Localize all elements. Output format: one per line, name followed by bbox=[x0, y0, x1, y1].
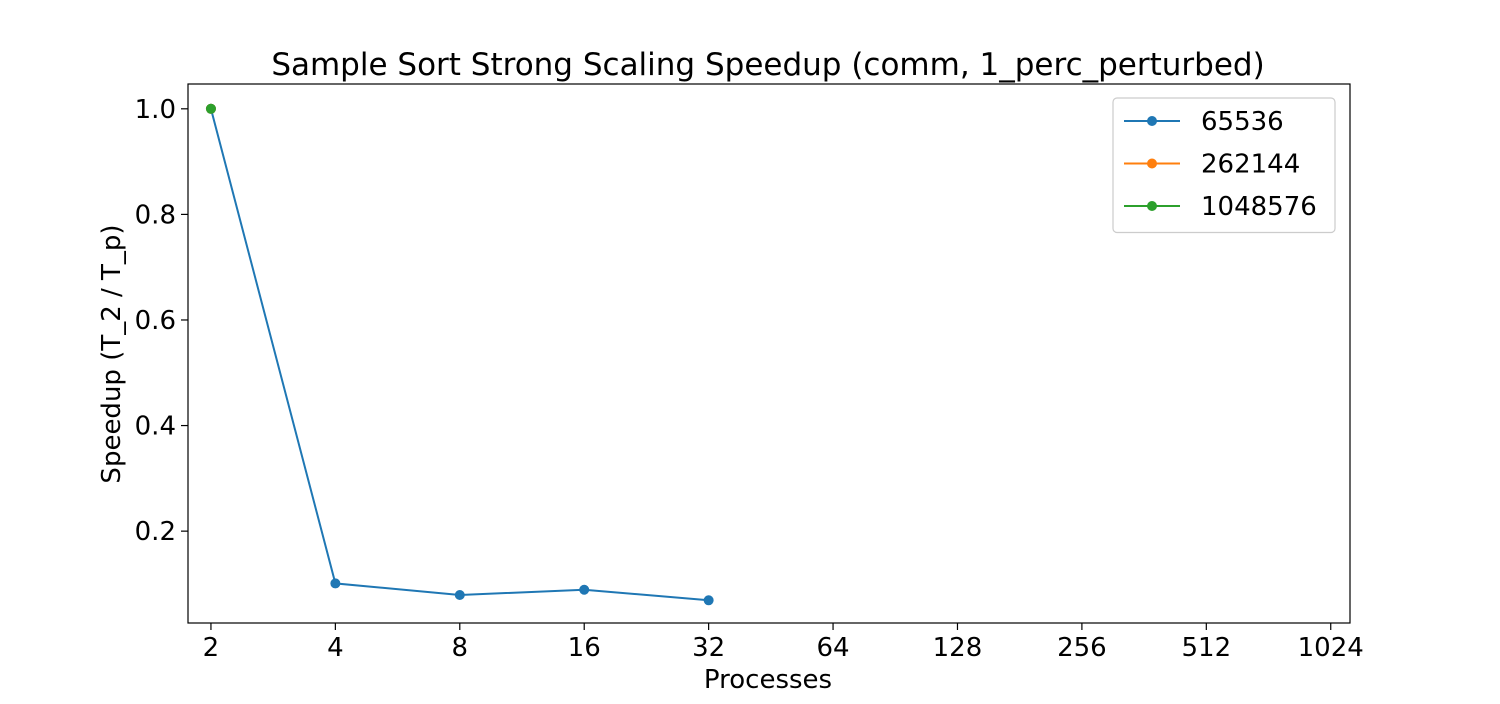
x-tick-label: 16 bbox=[568, 633, 601, 663]
legend-marker bbox=[1147, 116, 1157, 126]
y-axis-label: Speedup (T_2 / T_p) bbox=[97, 224, 127, 483]
legend-box bbox=[1112, 97, 1336, 234]
x-axis-label: Processes bbox=[704, 665, 832, 695]
data-point bbox=[579, 584, 590, 595]
x-tick-label: 4 bbox=[327, 633, 344, 663]
legend-item: 1048576 bbox=[1124, 192, 1317, 222]
legend-item: 262144 bbox=[1124, 150, 1300, 180]
data-point bbox=[330, 578, 341, 589]
x-tick-label: 64 bbox=[817, 633, 850, 663]
y-tick-label: 0.2 bbox=[135, 517, 176, 547]
x-tick-label: 512 bbox=[1181, 633, 1231, 663]
legend-label: 262144 bbox=[1201, 150, 1300, 180]
x-tick-label: 2 bbox=[203, 633, 220, 663]
y-axis: 0.2 0.4 0.6 0.8 1.0 bbox=[135, 95, 188, 547]
x-tick-label: 8 bbox=[452, 633, 469, 663]
data-point bbox=[703, 595, 714, 606]
x-tick-label: 128 bbox=[933, 633, 983, 663]
data-point bbox=[205, 103, 216, 114]
plot-frame bbox=[187, 83, 1351, 624]
series-1048576 bbox=[205, 103, 216, 114]
legend-item: 65536 bbox=[1124, 107, 1284, 137]
x-tick-label: 256 bbox=[1057, 633, 1107, 663]
legend-label: 1048576 bbox=[1201, 192, 1317, 222]
series-line bbox=[209, 108, 709, 602]
chart-title: Sample Sort Strong Scaling Speedup (comm… bbox=[271, 47, 1264, 83]
y-tick-label: 0.4 bbox=[135, 412, 176, 442]
x-axis: 2 4 8 16 32 64 128 256 512 1024 bbox=[203, 623, 1364, 663]
data-point bbox=[454, 590, 465, 601]
legend-marker bbox=[1147, 158, 1157, 169]
legend-label: 65536 bbox=[1201, 107, 1284, 137]
y-tick-label: 1.0 bbox=[135, 95, 176, 125]
y-tick-label: 0.8 bbox=[135, 200, 176, 230]
series-65536 bbox=[205, 103, 714, 606]
legend-marker bbox=[1147, 201, 1157, 211]
plot-area bbox=[205, 103, 714, 606]
y-tick-label: 0.6 bbox=[135, 306, 176, 336]
x-tick-label: 32 bbox=[692, 633, 725, 663]
x-tick-label: 1024 bbox=[1298, 633, 1364, 663]
legend: 65536 262144 1048576 bbox=[1112, 97, 1336, 234]
